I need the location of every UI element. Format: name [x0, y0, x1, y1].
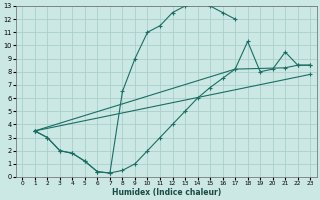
X-axis label: Humidex (Indice chaleur): Humidex (Indice chaleur)	[112, 188, 221, 197]
